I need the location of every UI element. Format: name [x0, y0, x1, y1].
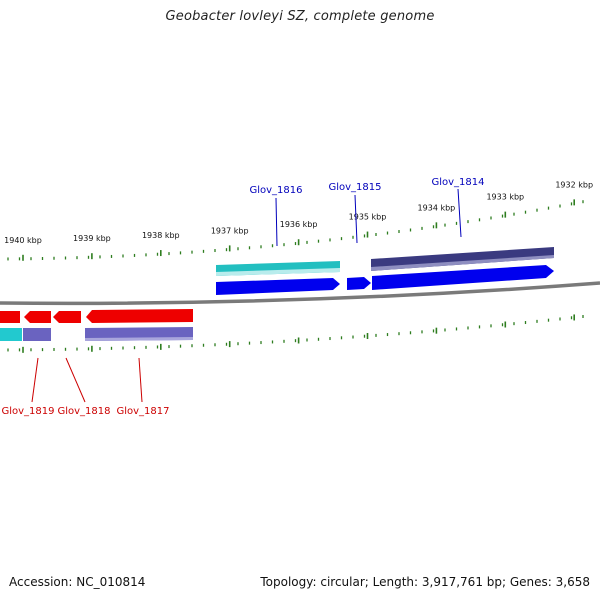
tick-marks-outer [7, 199, 584, 261]
tick-label: 1933 kbp [486, 193, 524, 202]
tick-label: 1935 kbp [349, 213, 387, 222]
tick-labels: 1940 kbp 1939 kbp 1938 kbp 1937 kbp 1936 kbp… [4, 180, 593, 244]
tick-label: 1939 kbp [73, 234, 111, 243]
gene-bar-glov-1819[interactable] [23, 328, 51, 341]
label-glov-1819[interactable]: Glov_1819 [1, 406, 54, 417]
tick-label: 1932 kbp [555, 180, 593, 189]
forward-cds-arrows [216, 265, 554, 295]
reverse-gene-bars [0, 327, 193, 341]
callout-glov-1818 [65, 357, 86, 403]
label-glov-1815[interactable]: Glov_1815 [328, 182, 381, 193]
callout-glov-1814 [457, 188, 462, 238]
genome-title: Geobacter lovleyi SZ, complete genome [165, 9, 435, 24]
callout-glov-1815 [354, 194, 358, 244]
genome-backbone [0, 281, 600, 306]
cds-arrow-glov-1817[interactable] [86, 309, 193, 323]
reverse-cds-arrows [0, 309, 193, 323]
label-glov-1817[interactable]: Glov_1817 [116, 406, 169, 417]
tick-label: 1938 kbp [142, 231, 180, 240]
cds-arrow-offscreen[interactable] [0, 311, 20, 323]
gene-bar-glov-1816-shade [216, 268, 340, 276]
cds-arrow-glov-1818[interactable] [53, 311, 81, 323]
accession-text: Accession: NC_010814 [9, 575, 146, 589]
gene-bar-offscreen[interactable] [0, 328, 22, 341]
gene-bar-glov-1814-shade [371, 255, 554, 271]
tick-label: 1934 kbp [418, 203, 456, 212]
cds-arrow-glov-1819[interactable] [24, 311, 51, 323]
cds-arrow-glov-1816[interactable] [216, 278, 340, 295]
gene-labels: Glov_1816 Glov_1815 Glov_1814 Glov_1819 … [1, 177, 484, 417]
callout-glov-1819 [31, 357, 39, 403]
tick-label: 1940 kbp [4, 236, 42, 245]
tick-label: 1937 kbp [211, 226, 249, 235]
label-glov-1818[interactable]: Glov_1818 [57, 406, 110, 417]
gene-bar-glov-1817-shade [85, 337, 193, 341]
cds-arrow-glov-1815[interactable] [347, 277, 371, 290]
callout-lines [31, 188, 462, 403]
tick-label: 1936 kbp [280, 220, 318, 229]
forward-gene-bars [216, 247, 554, 276]
label-glov-1816[interactable]: Glov_1816 [249, 185, 302, 196]
genome-summary: Topology: circular; Length: 3,917,761 bp… [260, 575, 590, 589]
tick-marks-inner [7, 314, 584, 353]
callout-glov-1816 [275, 197, 278, 247]
cds-arrow-glov-1814[interactable] [372, 265, 554, 290]
label-glov-1814[interactable]: Glov_1814 [431, 177, 484, 188]
callout-glov-1817 [138, 357, 143, 403]
